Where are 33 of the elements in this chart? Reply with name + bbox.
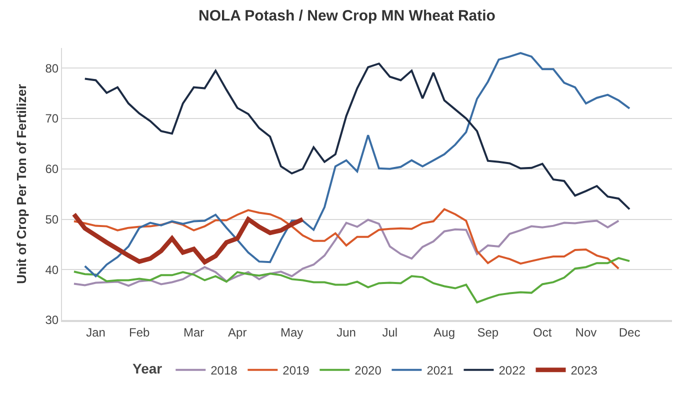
y-tick-label: 80 [45, 61, 59, 76]
legend-label: 2020 [354, 364, 382, 378]
chart-title: NOLA Potash / New Crop MN Wheat Ratio [198, 7, 496, 24]
legend-label: 2022 [498, 364, 526, 378]
line-series [84, 62, 631, 210]
x-tick-label: May [280, 325, 304, 340]
x-tick-label: Jun [336, 325, 356, 340]
x-tick-label: Jul [382, 325, 398, 340]
y-tick-label: 40 [45, 262, 59, 277]
line-series [72, 212, 305, 264]
x-tick-label: Dec [618, 325, 640, 340]
legend-label: 2021 [426, 364, 454, 378]
legend-title: Year [132, 360, 163, 377]
legend-label: 2018 [210, 364, 238, 378]
x-tick-label: Mar [183, 325, 204, 340]
x-tick-label: Sep [477, 325, 499, 340]
line-series [84, 52, 631, 278]
line-series [72, 257, 631, 304]
x-tick-label: Jan [86, 325, 106, 340]
y-tick-label: 60 [45, 162, 59, 176]
y-tick-label: 70 [45, 112, 59, 126]
x-tick-label: Feb [128, 325, 150, 340]
line-series [72, 218, 620, 287]
line-series [72, 208, 620, 270]
x-tick-label: Apr [228, 325, 247, 340]
y-tick-label: 30 [45, 313, 59, 328]
x-tick-label: Aug [434, 325, 456, 340]
legend-label: 2019 [282, 364, 310, 378]
x-tick-label: Oct [533, 325, 552, 340]
legend-label: 2023 [570, 364, 598, 378]
y-tick-label: 50 [45, 212, 59, 226]
y-axis-title: Unit of Crop Per Ton of Fertilizer [14, 84, 30, 284]
x-tick-label: Nov [575, 325, 597, 340]
